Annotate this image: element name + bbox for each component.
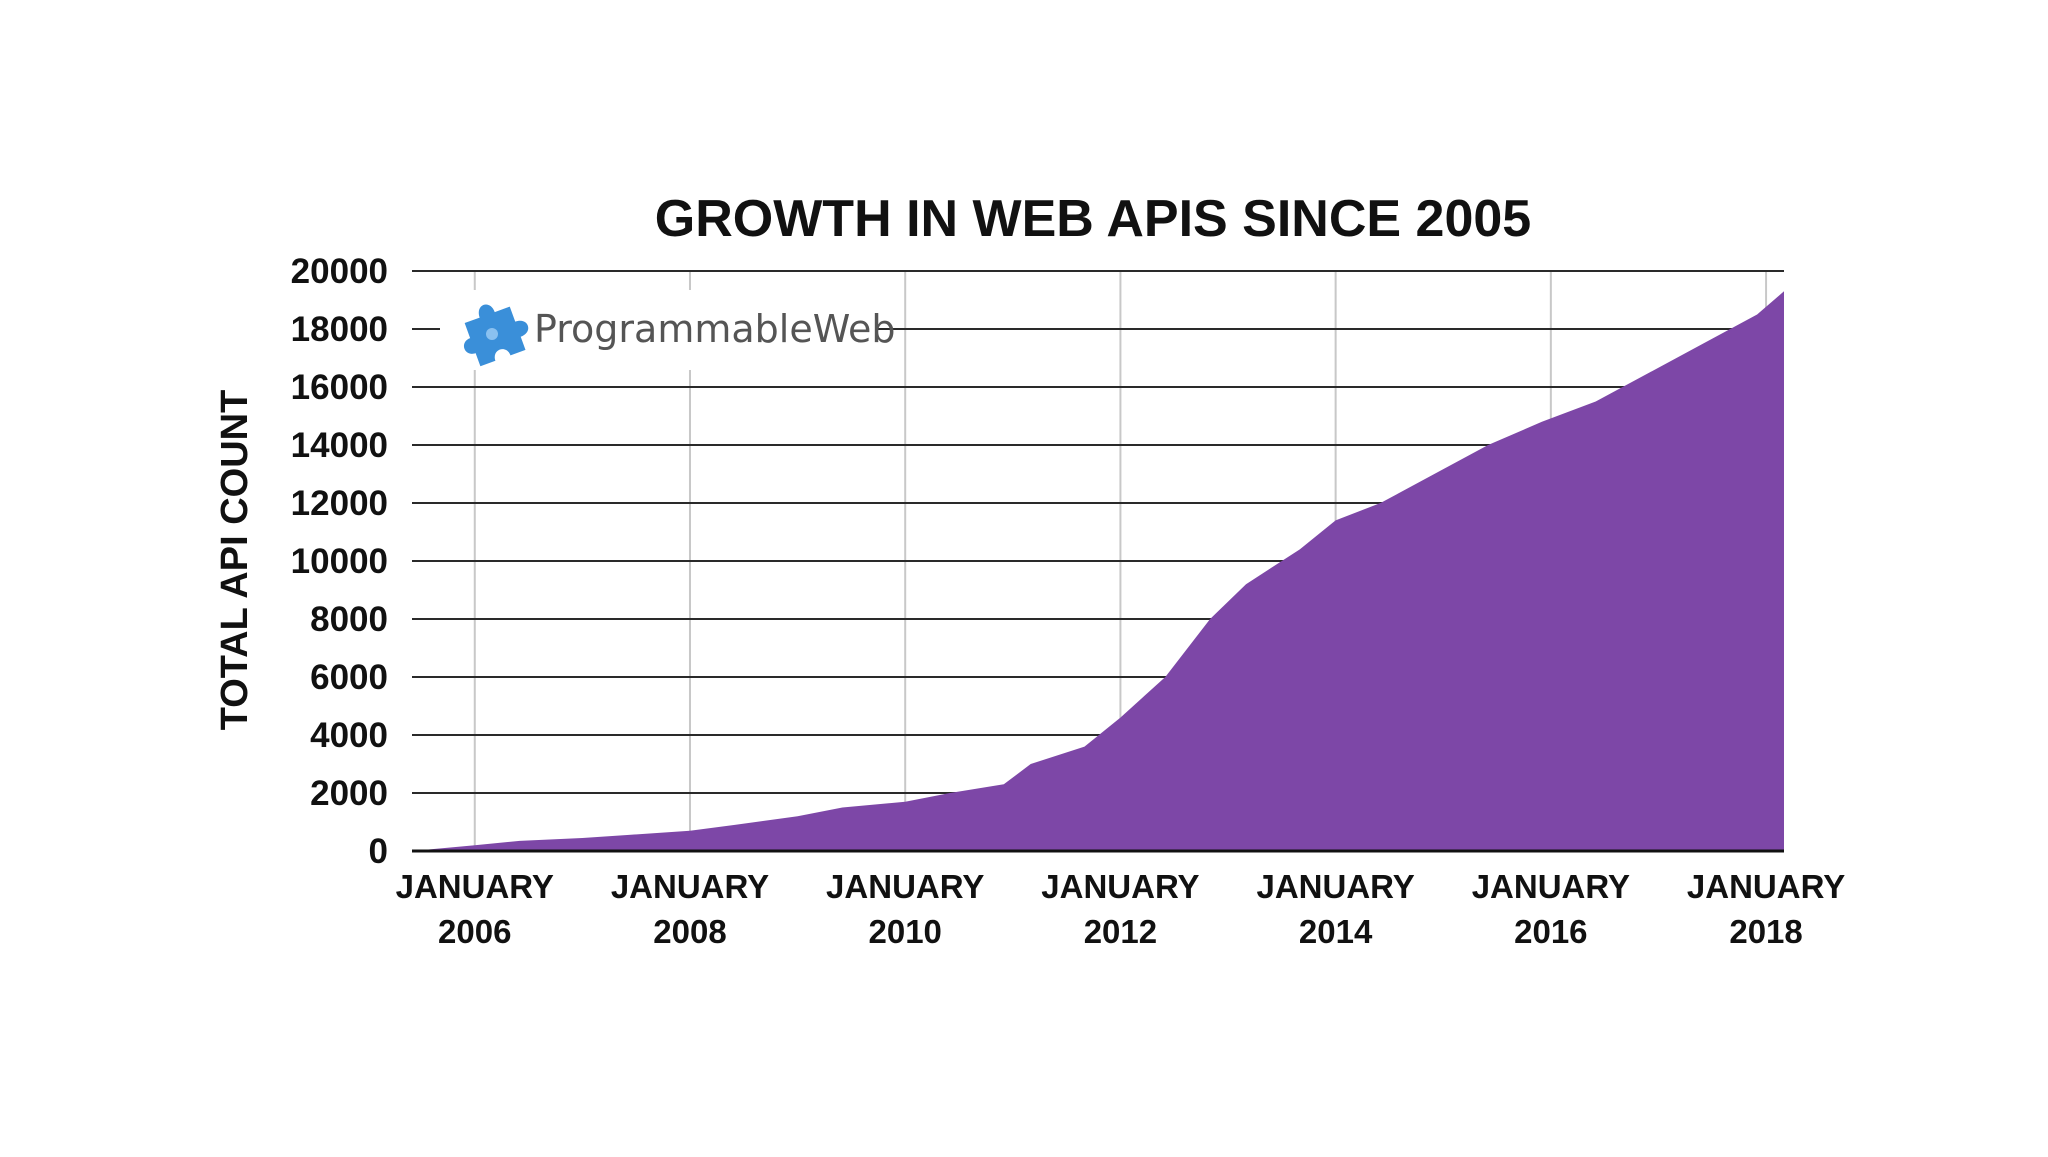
programmableweb-logo: ProgrammableWeb — [440, 290, 896, 370]
chart-title: GROWTH IN WEB APIS SINCE 2005 — [655, 190, 1531, 248]
x-tick-label-year: 2014 — [1299, 913, 1373, 950]
x-tick-label-year: 2006 — [438, 913, 511, 950]
logo-text: ProgrammableWeb — [534, 307, 896, 351]
area-fill — [412, 291, 1784, 851]
area-series — [412, 291, 1784, 851]
y-tick-label: 18000 — [291, 310, 388, 349]
x-tick-label-year: 2012 — [1084, 913, 1157, 950]
y-tick-label: 2000 — [310, 774, 388, 813]
y-tick-label: 14000 — [291, 426, 388, 465]
x-tick-label-year: 2008 — [653, 913, 726, 950]
puzzle-icon — [463, 304, 529, 367]
y-axis-title: TOTAL API COUNT — [214, 390, 256, 731]
y-tick-label: 0 — [369, 832, 388, 871]
x-tick-label-year: 2010 — [868, 913, 941, 950]
y-tick-label: 12000 — [291, 484, 388, 523]
y-tick-label: 4000 — [310, 716, 388, 755]
y-tick-label: 10000 — [291, 542, 388, 581]
x-tick-label-month: JANUARY — [1472, 868, 1630, 905]
x-tick-label-month: JANUARY — [396, 868, 554, 905]
x-tick-label-month: JANUARY — [826, 868, 984, 905]
x-tick-label-month: JANUARY — [1041, 868, 1199, 905]
x-tick-label-year: 2018 — [1729, 913, 1802, 950]
x-tick-label-month: JANUARY — [611, 868, 769, 905]
y-tick-label: 8000 — [310, 600, 388, 639]
x-tick-label-month: JANUARY — [1256, 868, 1414, 905]
y-tick-label: 16000 — [291, 368, 388, 407]
x-tick-label-year: 2016 — [1514, 913, 1587, 950]
y-tick-label: 20000 — [291, 252, 388, 291]
x-tick-label-month: JANUARY — [1687, 868, 1845, 905]
y-tick-label: 6000 — [310, 658, 388, 697]
labels: 0 2000 4000 6000 8000 10000 12000 14000 16000 180… — [291, 252, 1846, 950]
